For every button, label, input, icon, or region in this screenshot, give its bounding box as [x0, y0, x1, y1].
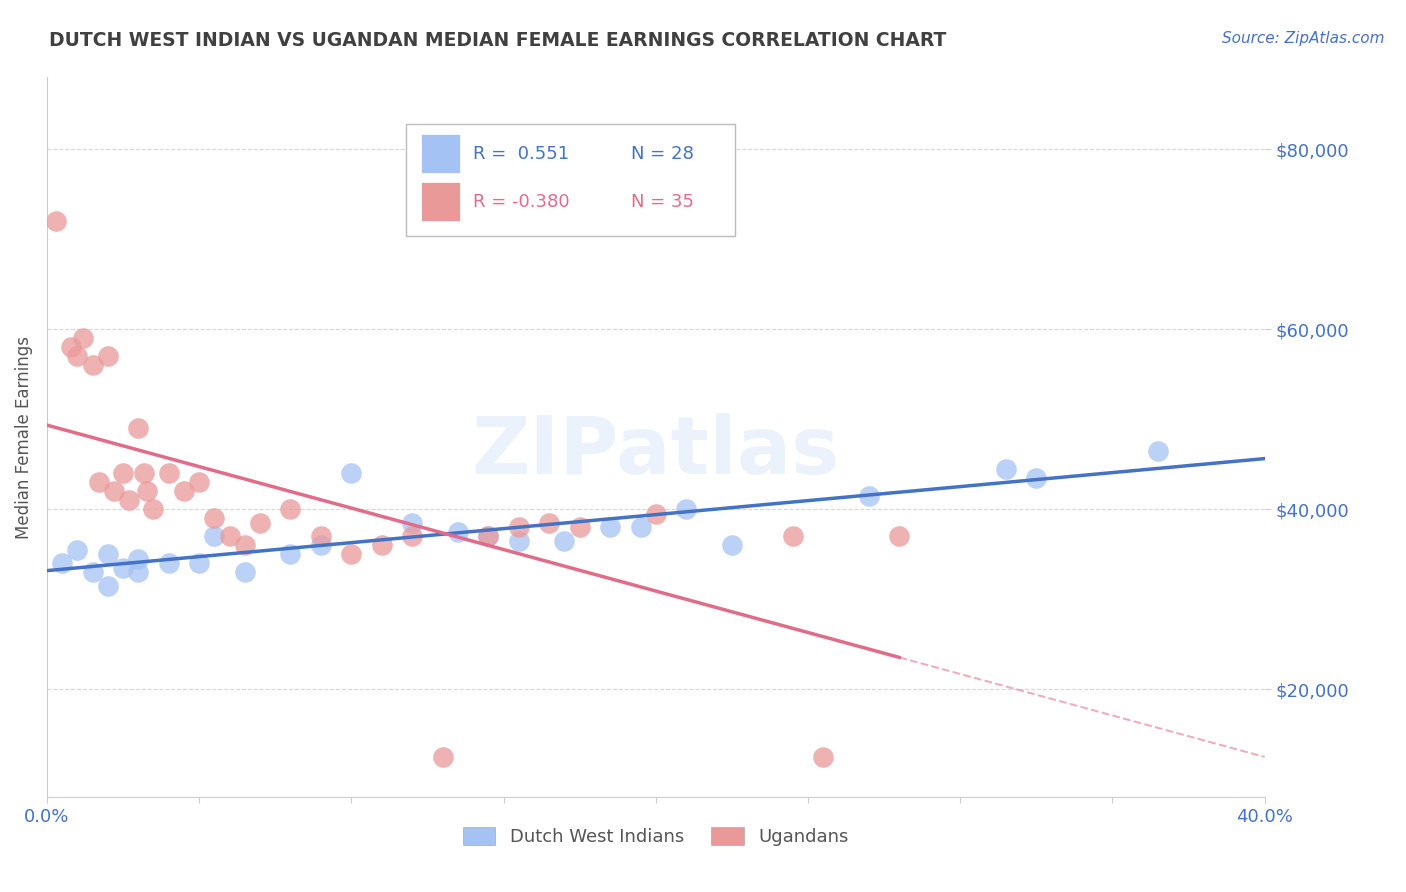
Point [51, 557, 73, 571]
Point [813, 750, 835, 764]
Text: N = 28: N = 28 [631, 145, 695, 162]
Point [477, 529, 499, 543]
Point [371, 538, 394, 552]
Point [568, 520, 591, 534]
Point [1147, 444, 1170, 458]
Point [889, 529, 911, 543]
Point [111, 467, 134, 481]
Point [82, 359, 104, 373]
Point [87, 475, 110, 490]
Point [309, 529, 332, 543]
Point [202, 529, 225, 543]
Point [142, 502, 165, 516]
Point [538, 516, 561, 530]
Point [508, 520, 530, 534]
Text: Source: ZipAtlas.com: Source: ZipAtlas.com [1222, 31, 1385, 46]
Point [134, 467, 156, 481]
Point [127, 552, 149, 566]
Point [309, 538, 332, 552]
Point [340, 467, 363, 481]
Legend: Dutch West Indians, Ugandans: Dutch West Indians, Ugandans [456, 820, 856, 854]
Point [136, 484, 159, 499]
FancyBboxPatch shape [406, 124, 735, 235]
Point [45, 214, 67, 228]
Point [188, 557, 211, 571]
Point [994, 462, 1017, 476]
Point [553, 533, 575, 548]
Point [118, 493, 141, 508]
Point [111, 561, 134, 575]
Point [157, 467, 180, 481]
Point [97, 350, 120, 364]
Text: ZIPatlas: ZIPatlas [471, 413, 839, 491]
Point [249, 516, 271, 530]
Text: DUTCH WEST INDIAN VS UGANDAN MEDIAN FEMALE EARNINGS CORRELATION CHART: DUTCH WEST INDIAN VS UGANDAN MEDIAN FEMA… [49, 31, 946, 50]
Y-axis label: Median Female Earnings: Median Female Earnings [15, 336, 32, 539]
Point [675, 502, 697, 516]
Point [280, 502, 302, 516]
Point [66, 543, 89, 558]
Point [401, 516, 423, 530]
Point [721, 538, 744, 552]
Point [173, 484, 195, 499]
Point [508, 533, 530, 548]
Point [60, 341, 83, 355]
Point [66, 350, 89, 364]
Point [72, 331, 94, 345]
Point [599, 520, 621, 534]
Point [630, 520, 652, 534]
Point [188, 475, 211, 490]
Point [97, 579, 120, 593]
Point [157, 557, 180, 571]
Text: R = -0.380: R = -0.380 [472, 193, 569, 211]
Point [103, 484, 125, 499]
Point [127, 421, 149, 435]
Point [447, 524, 470, 539]
Point [858, 489, 880, 503]
Point [233, 566, 256, 580]
Point [782, 529, 804, 543]
Point [1025, 471, 1047, 485]
Point [477, 529, 499, 543]
Point [644, 507, 666, 521]
Point [280, 548, 302, 562]
Point [233, 538, 256, 552]
Point [401, 529, 423, 543]
Point [82, 566, 104, 580]
Bar [420, 182, 460, 221]
Point [432, 750, 454, 764]
Point [218, 529, 240, 543]
Text: R =  0.551: R = 0.551 [472, 145, 569, 162]
Point [202, 511, 225, 525]
Point [340, 548, 363, 562]
Bar [420, 134, 460, 173]
Point [127, 566, 149, 580]
Point [97, 548, 120, 562]
Text: N = 35: N = 35 [631, 193, 695, 211]
